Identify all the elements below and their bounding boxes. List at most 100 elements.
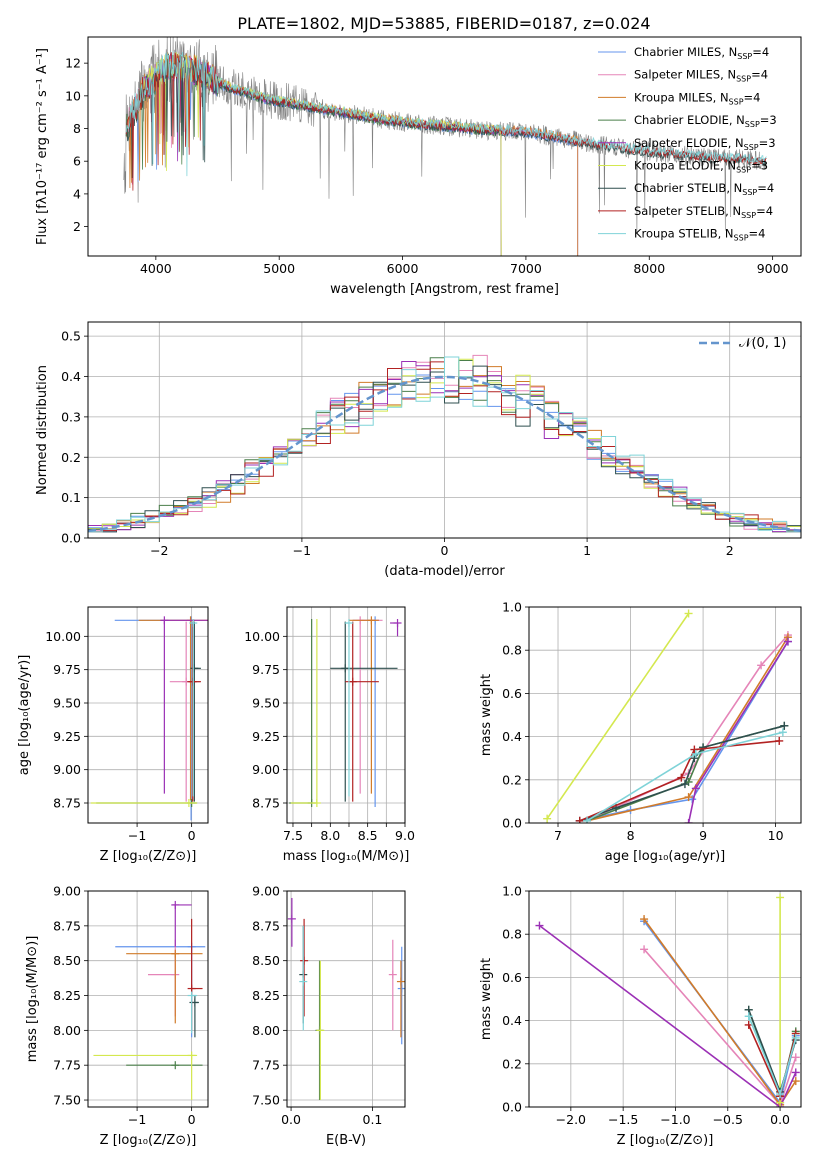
axes-frame bbox=[87, 890, 209, 1108]
errorbar-point bbox=[397, 946, 405, 1045]
errorbar-point bbox=[148, 939, 180, 1017]
errorbar-point bbox=[300, 918, 309, 1017]
y-tick-label: 10.00 bbox=[244, 629, 280, 644]
weight-series bbox=[575, 736, 784, 823]
model-spectrum bbox=[125, 51, 767, 177]
y-tick-label: 0.0 bbox=[61, 531, 81, 546]
x-tick-label: 0 bbox=[441, 543, 449, 558]
y-tick-label: 8.50 bbox=[252, 953, 280, 968]
legend-entry: Kroupa MILES, NSSP=4 bbox=[634, 90, 760, 106]
legend-entry: Chabrier ELODIE, NSSP=3 bbox=[634, 113, 777, 129]
x-tick-label: 7 bbox=[554, 828, 562, 843]
x-tick-label: −1 bbox=[293, 543, 311, 558]
x-tick-label: 6000 bbox=[387, 261, 419, 276]
data-layer bbox=[88, 354, 801, 533]
y-tick-label: 0.0 bbox=[502, 816, 522, 831]
data-layer bbox=[90, 616, 208, 821]
x-tick-label: 9.0 bbox=[395, 828, 415, 843]
x-tick-label: −1.5 bbox=[608, 1112, 638, 1127]
errorbar-point bbox=[93, 1051, 198, 1101]
x-axis-label: age [log₁₀(age/yr)] bbox=[605, 849, 726, 864]
y-tick-label: 9.00 bbox=[53, 762, 81, 777]
data-layer bbox=[93, 900, 206, 1101]
x-tick-label: 8 bbox=[627, 828, 635, 843]
errorbar-point bbox=[348, 616, 379, 794]
x-tick-label: 0.0 bbox=[281, 1112, 301, 1127]
y-tick-label: 9.50 bbox=[53, 696, 81, 711]
axes-frame bbox=[286, 890, 406, 1108]
errorbar-point bbox=[390, 619, 402, 637]
y-tick-label: 8.75 bbox=[252, 918, 280, 933]
x-tick-label: 0 bbox=[188, 828, 196, 843]
weight-line bbox=[579, 641, 789, 822]
x-axis-label: Z [log₁₀(Z/Z⊙)] bbox=[100, 1133, 197, 1148]
axes-frame bbox=[528, 890, 802, 1108]
weight-series bbox=[744, 1012, 800, 1099]
weight-line bbox=[546, 613, 690, 820]
weight-series bbox=[575, 721, 789, 823]
y-tick-label: 12 bbox=[65, 56, 81, 71]
y-tick-label: 8.25 bbox=[252, 988, 280, 1003]
legend-entry: Kroupa STELIB, NSSP=4 bbox=[634, 227, 765, 243]
x-tick-label: 8.0 bbox=[320, 828, 340, 843]
weight-line bbox=[539, 924, 797, 1107]
y-tick-label: 8.75 bbox=[53, 796, 81, 811]
x-axis-label: Z [log₁₀(Z/Z⊙)] bbox=[617, 1133, 714, 1148]
y-tick-label: 0.8 bbox=[502, 927, 522, 942]
weight-series bbox=[583, 631, 792, 823]
plot-area bbox=[88, 607, 208, 823]
errorbar-point bbox=[388, 939, 397, 1031]
y-tick-label: 9.25 bbox=[252, 729, 280, 744]
errorbar-point bbox=[290, 619, 321, 807]
y-tick-label: 0.4 bbox=[502, 729, 522, 744]
x-tick-label: −2.0 bbox=[556, 1112, 586, 1127]
normal-curve bbox=[88, 375, 801, 533]
legend-entry: Salpeter MILES, NSSP=4 bbox=[634, 68, 768, 84]
y-tick-label: 9.00 bbox=[252, 884, 280, 899]
plot-area bbox=[123, 37, 767, 256]
panel-mass_vs_EBV: 0.0 0.1 7.50 7.75 8.00 8.25 8.50 8.75 9.00 E(B-V) bbox=[252, 884, 406, 1148]
plot-area bbox=[287, 607, 405, 823]
weight-series bbox=[776, 893, 785, 1107]
residual-histogram bbox=[88, 356, 801, 533]
plot-area bbox=[88, 322, 801, 538]
y-axis-label: mass [log₁₀(M/M⊙)] bbox=[25, 936, 40, 1063]
y-tick-label: 0.2 bbox=[61, 450, 81, 465]
grid bbox=[88, 891, 208, 1107]
y-tick-label: 8 bbox=[73, 121, 81, 136]
panel-mass_vs_Z: −1 0 7.50 7.75 8.00 8.25 8.50 8.75 9.00 Z [log₁₀(… bbox=[25, 884, 209, 1148]
x-tick-label: 5000 bbox=[263, 261, 295, 276]
data-layer bbox=[287, 897, 405, 1101]
y-tick-label: 0.6 bbox=[502, 970, 522, 985]
grid bbox=[529, 891, 801, 1107]
y-tick-label: 0.5 bbox=[61, 329, 81, 344]
errorbar-point bbox=[396, 960, 405, 1038]
axes-frame bbox=[286, 606, 406, 824]
y-tick-label: 2 bbox=[73, 219, 81, 234]
y-axis-label: mass weight bbox=[479, 674, 494, 756]
y-tick-label: 10.00 bbox=[45, 629, 81, 644]
panel-age_vs_Z: −1 0 8.75 9.00 9.25 9.50 9.75 10.00 Z [log₁₀(Z/Z… bbox=[17, 606, 209, 864]
plot-area bbox=[529, 607, 801, 823]
x-tick-label: 7000 bbox=[510, 261, 542, 276]
y-tick-label: 7.50 bbox=[252, 1093, 280, 1108]
x-tick-label: −0.5 bbox=[713, 1112, 743, 1127]
x-tick-label: 10 bbox=[768, 828, 784, 843]
y-tick-label: 7.50 bbox=[53, 1093, 81, 1108]
panel-spectrum: 4000 5000 6000 7000 8000 9000 2 4 6 8 10 12 waveleng… bbox=[35, 36, 802, 297]
weight-series bbox=[543, 609, 693, 823]
legend-entry: Kroupa ELODIE, NSSP=3 bbox=[634, 159, 768, 175]
errorbar-point bbox=[126, 1061, 203, 1070]
x-tick-label: −2 bbox=[150, 543, 168, 558]
legend: 𝒩(0, 1) bbox=[699, 336, 786, 351]
y-tick-label: 9.75 bbox=[53, 662, 81, 677]
errorbar-point bbox=[138, 616, 208, 801]
y-tick-label: 9.50 bbox=[252, 696, 280, 711]
errorbar-point bbox=[114, 616, 196, 821]
y-tick-label: 0.4 bbox=[502, 1013, 522, 1028]
errorbar-point bbox=[316, 960, 325, 1101]
axes-frame bbox=[528, 606, 802, 824]
legend: Chabrier MILES, NSSP=4 Salpeter MILES, NS… bbox=[598, 45, 777, 243]
weight-line bbox=[579, 725, 785, 822]
y-tick-label: 9.25 bbox=[53, 729, 81, 744]
